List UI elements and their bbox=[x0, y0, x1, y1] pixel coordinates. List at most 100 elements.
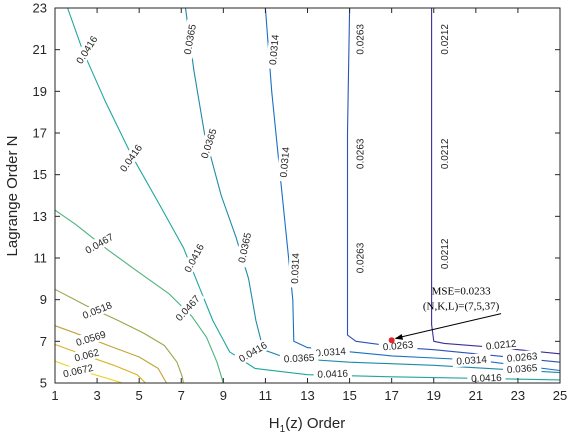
contour-label: 0.0212 bbox=[485, 338, 517, 352]
y-tick-label: 21 bbox=[33, 42, 47, 57]
x-axis-ticks: 1 3 5 7 9 11 13 15 17 19 21 23 25 bbox=[51, 8, 567, 403]
contour-label-bg bbox=[279, 351, 319, 365]
contour-label: 0.0212 bbox=[440, 238, 451, 269]
x-tick-label: 15 bbox=[342, 388, 356, 403]
contour-label: 0.0314 bbox=[290, 253, 302, 284]
contour-label-group: 0.0314 bbox=[266, 30, 282, 70]
contour-label-bg bbox=[233, 337, 273, 367]
x-tick-label: 25 bbox=[553, 388, 567, 403]
plot-background bbox=[55, 8, 560, 383]
minimum-marker bbox=[388, 337, 395, 344]
contour-label: 0.0314 bbox=[279, 146, 293, 178]
contour-label-bg bbox=[311, 344, 351, 360]
contour-label-bg bbox=[234, 227, 255, 268]
x-axis-label: H1(z) Order bbox=[269, 415, 345, 435]
contour-label-bg bbox=[502, 349, 542, 365]
y-tick-label: 13 bbox=[33, 209, 47, 224]
annotation-nkl-text: (N,K,L)=(7,5,37) bbox=[423, 301, 500, 313]
x-tick-label: 19 bbox=[427, 388, 441, 403]
annotation-arrowhead bbox=[394, 334, 404, 340]
x-axis-label-subscript: 1 bbox=[280, 424, 286, 435]
contour-label-bg bbox=[79, 228, 119, 259]
y-tick-label: 9 bbox=[40, 292, 47, 307]
x-tick-label: 9 bbox=[220, 388, 227, 403]
contour-label: 0.0314 bbox=[315, 346, 347, 359]
contour-label: 0.0263 bbox=[356, 242, 367, 273]
contour-label: 0.0212 bbox=[440, 24, 451, 55]
contour-label: 0.0365 bbox=[183, 23, 199, 55]
contour-label-bg bbox=[354, 20, 367, 59]
contour-0.0467 bbox=[54, 209, 224, 384]
contour-0.0672 bbox=[54, 360, 123, 384]
contour-label-group: 0.0314 bbox=[452, 352, 492, 368]
contour-label-group: 0.0314 bbox=[311, 344, 351, 360]
x-tick-label: 7 bbox=[178, 388, 185, 403]
contour-label: 0.0263 bbox=[356, 24, 367, 55]
contour-label-bg bbox=[71, 30, 102, 70]
contour-label-bg bbox=[354, 238, 367, 278]
y-tick-label: 15 bbox=[33, 167, 47, 182]
y-tick-label: 19 bbox=[33, 84, 47, 99]
x-tick-label: 1 bbox=[51, 388, 58, 403]
annotation-mse-text: MSE=0.0233 bbox=[432, 286, 492, 298]
contour-label-group: 0.0212 bbox=[481, 336, 521, 353]
x-tick-label: 17 bbox=[384, 388, 398, 403]
contour-label-group: 0.0263 bbox=[378, 337, 418, 354]
contour-label-bg bbox=[58, 360, 99, 381]
contour-label-bg bbox=[70, 326, 111, 350]
contour-0.0263 bbox=[346, 7, 561, 363]
x-tick-label: 11 bbox=[259, 388, 273, 403]
x-axis-label-main: H bbox=[269, 415, 280, 432]
contour-label-bg bbox=[438, 234, 451, 273]
contour-label: 0.0416 bbox=[471, 373, 502, 385]
annotation-arrow bbox=[395, 313, 502, 339]
contour-labels: 0.02120.02120.02120.02120.02630.02630.02… bbox=[58, 19, 542, 385]
contour-label-group: 0.0212 bbox=[438, 134, 451, 173]
contour-label-group: 0.0263 bbox=[354, 238, 367, 278]
contour-label-group: 0.0263 bbox=[354, 20, 367, 59]
contour-label-bg bbox=[69, 344, 104, 365]
contour-label-group: 0.0416 bbox=[467, 371, 506, 385]
y-tick-label: 23 bbox=[33, 1, 47, 16]
contour-label: 0.0263 bbox=[356, 138, 367, 169]
contour-label: 0.0365 bbox=[284, 353, 316, 366]
contour-label-bg bbox=[502, 361, 542, 376]
contour-label: 0.0263 bbox=[506, 351, 538, 365]
x-axis-label-rest: (z) Order bbox=[285, 415, 345, 432]
y-tick-label: 17 bbox=[33, 126, 47, 141]
y-tick-label: 7 bbox=[40, 334, 47, 349]
contour-label-bg bbox=[288, 249, 302, 288]
contour-label: 0.0416 bbox=[317, 369, 348, 381]
contour-label: 0.0314 bbox=[456, 355, 488, 368]
contour-label-bg bbox=[378, 337, 418, 354]
contour-label-bg bbox=[179, 238, 209, 278]
contour-label-bg bbox=[114, 138, 147, 178]
contour-label-group: 0.0365 bbox=[180, 19, 199, 60]
contour-label-group: 0.0416 bbox=[313, 366, 352, 381]
contour-0.0365 bbox=[184, 7, 561, 374]
contour-label-group: 0.0263 bbox=[354, 134, 367, 173]
contour-label-bg bbox=[438, 20, 451, 59]
contour-label: 0.0212 bbox=[440, 138, 451, 169]
contour-label-group: 0.0365 bbox=[502, 361, 542, 376]
contour-label-bg bbox=[266, 30, 282, 70]
y-axis-ticks: 5 7 9 11 13 15 17 19 21 23 bbox=[33, 1, 560, 391]
x-tick-label: 3 bbox=[93, 388, 100, 403]
contour-label: 0.0263 bbox=[382, 340, 414, 354]
contour-label-bg bbox=[452, 352, 492, 368]
contour-label-bg bbox=[276, 142, 293, 182]
contour-label-group: 0.0212 bbox=[438, 20, 451, 59]
x-tick-label: 21 bbox=[469, 388, 483, 403]
contour-label-bg bbox=[481, 336, 521, 353]
contour-label-bg bbox=[438, 134, 451, 173]
min-annotation: MSE=0.0233 (N,K,L)=(7,5,37) bbox=[388, 286, 502, 344]
x-tick-label: 23 bbox=[511, 388, 525, 403]
contour-0.0416 bbox=[67, 7, 561, 381]
y-tick-label: 5 bbox=[40, 376, 47, 391]
contour-label-group: 0.0365 bbox=[279, 351, 319, 366]
contour-label-bg bbox=[354, 134, 367, 173]
contour-label-group: 0.0314 bbox=[276, 142, 293, 182]
contour-label-bg bbox=[467, 371, 506, 385]
contour-label-bg bbox=[196, 123, 221, 164]
